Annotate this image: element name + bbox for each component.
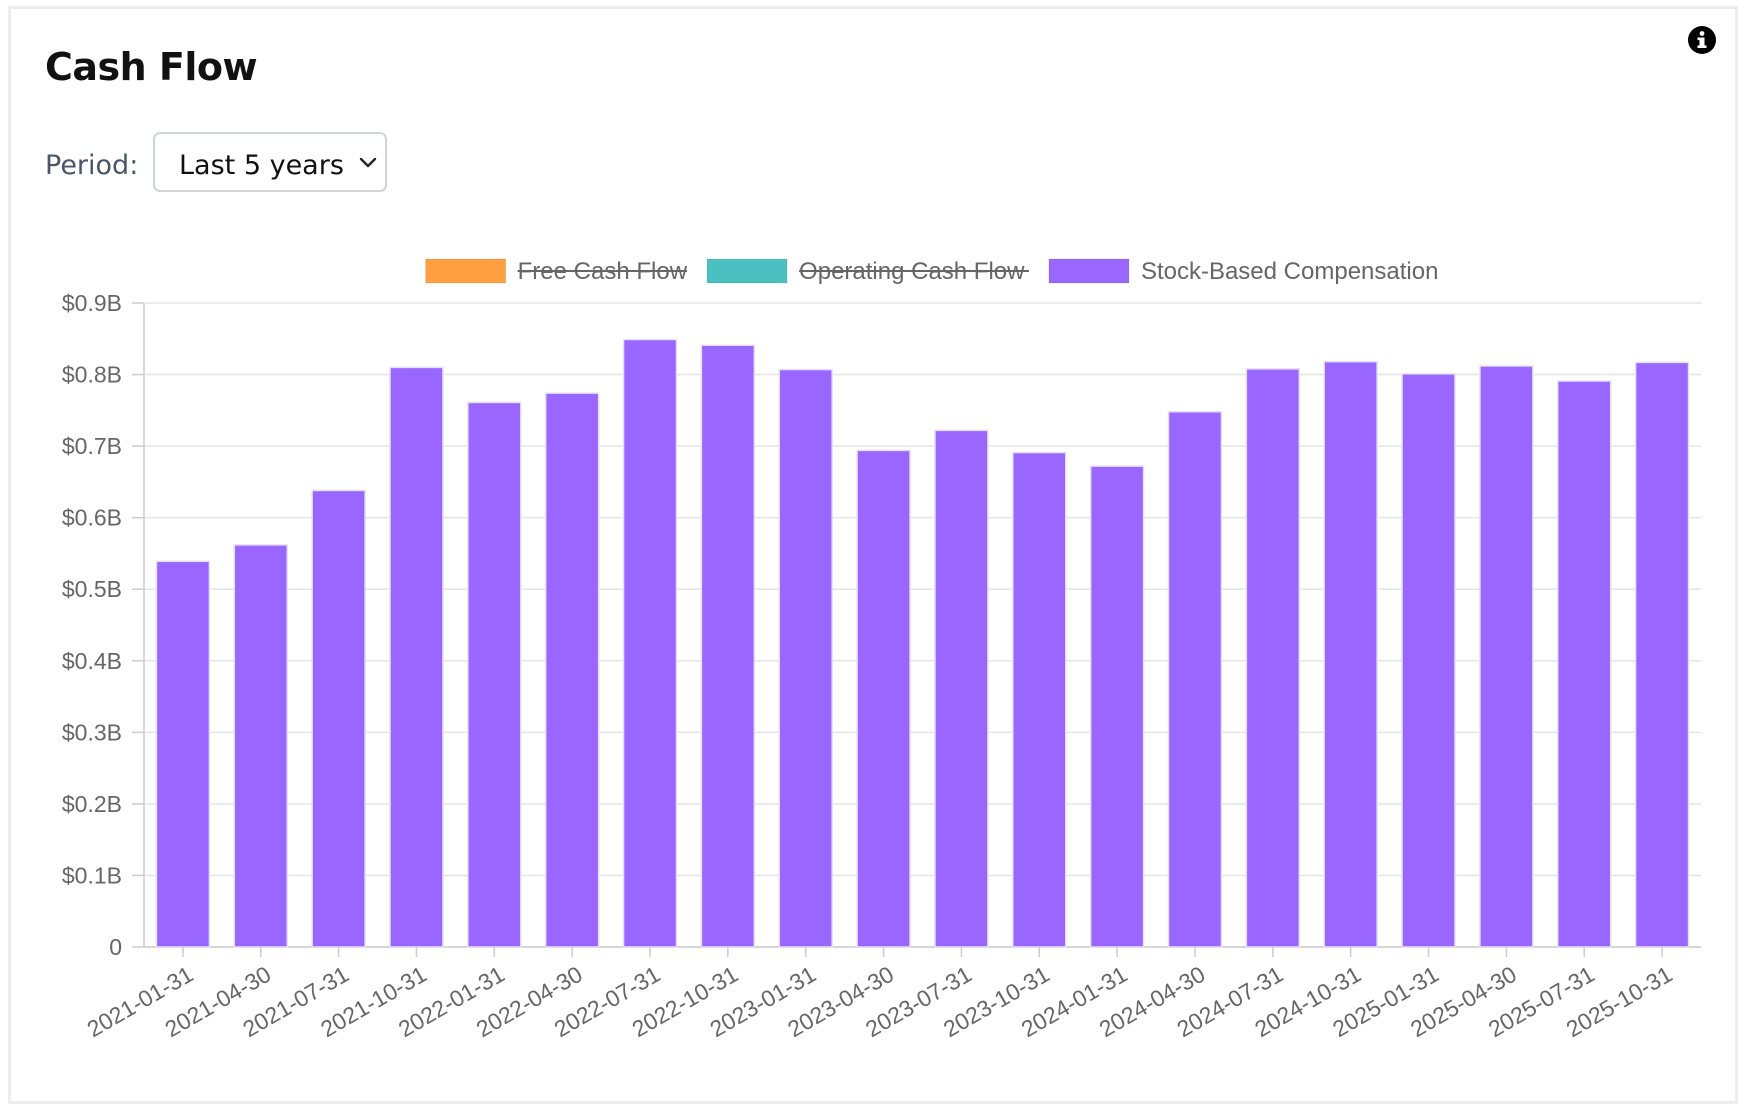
bar[interactable] <box>1012 451 1067 948</box>
bar[interactable] <box>1634 361 1690 948</box>
page-title: Cash Flow <box>45 45 258 89</box>
bar[interactable] <box>233 544 288 948</box>
legend-swatch[interactable] <box>1048 258 1130 284</box>
bar[interactable] <box>544 392 600 948</box>
bar[interactable] <box>622 338 678 948</box>
bar[interactable] <box>778 368 833 948</box>
bar[interactable] <box>1401 373 1456 948</box>
y-tick-label: $0.8B <box>62 362 122 388</box>
bar[interactable] <box>1557 380 1612 948</box>
bar[interactable] <box>1245 368 1301 948</box>
bar[interactable] <box>1479 365 1534 948</box>
y-tick-label: $0.7B <box>62 433 122 459</box>
legend-swatch[interactable] <box>706 258 788 284</box>
bar[interactable] <box>467 401 522 948</box>
period-label: Period: <box>45 150 139 181</box>
bar[interactable] <box>1167 411 1223 948</box>
legend-swatch[interactable] <box>425 258 507 284</box>
bar[interactable] <box>1323 360 1378 948</box>
y-tick-label: $0.3B <box>62 719 122 745</box>
bar[interactable] <box>1089 465 1145 948</box>
legend-label[interactable]: Stock-Based Compensation <box>1141 258 1439 285</box>
y-tick-label: $0.6B <box>62 505 122 531</box>
y-tick-label: $0.1B <box>62 862 122 888</box>
chevron-down-icon <box>359 157 377 168</box>
bar[interactable] <box>389 366 444 948</box>
y-tick-label: $0.4B <box>62 648 122 674</box>
bar[interactable] <box>700 344 756 948</box>
bar[interactable] <box>155 560 211 948</box>
y-tick-label: $0.9B <box>62 290 122 316</box>
y-tick-label: $0.2B <box>62 791 122 817</box>
bar[interactable] <box>311 489 366 948</box>
bar[interactable] <box>856 449 911 948</box>
bar[interactable] <box>934 429 989 948</box>
info-icon[interactable] <box>1687 25 1717 55</box>
period-select[interactable]: Last 5 years <box>153 132 387 192</box>
y-tick-label: 0 <box>109 934 122 960</box>
y-tick-label: $0.5B <box>62 576 122 602</box>
period-select-value: Last 5 years <box>179 150 344 181</box>
